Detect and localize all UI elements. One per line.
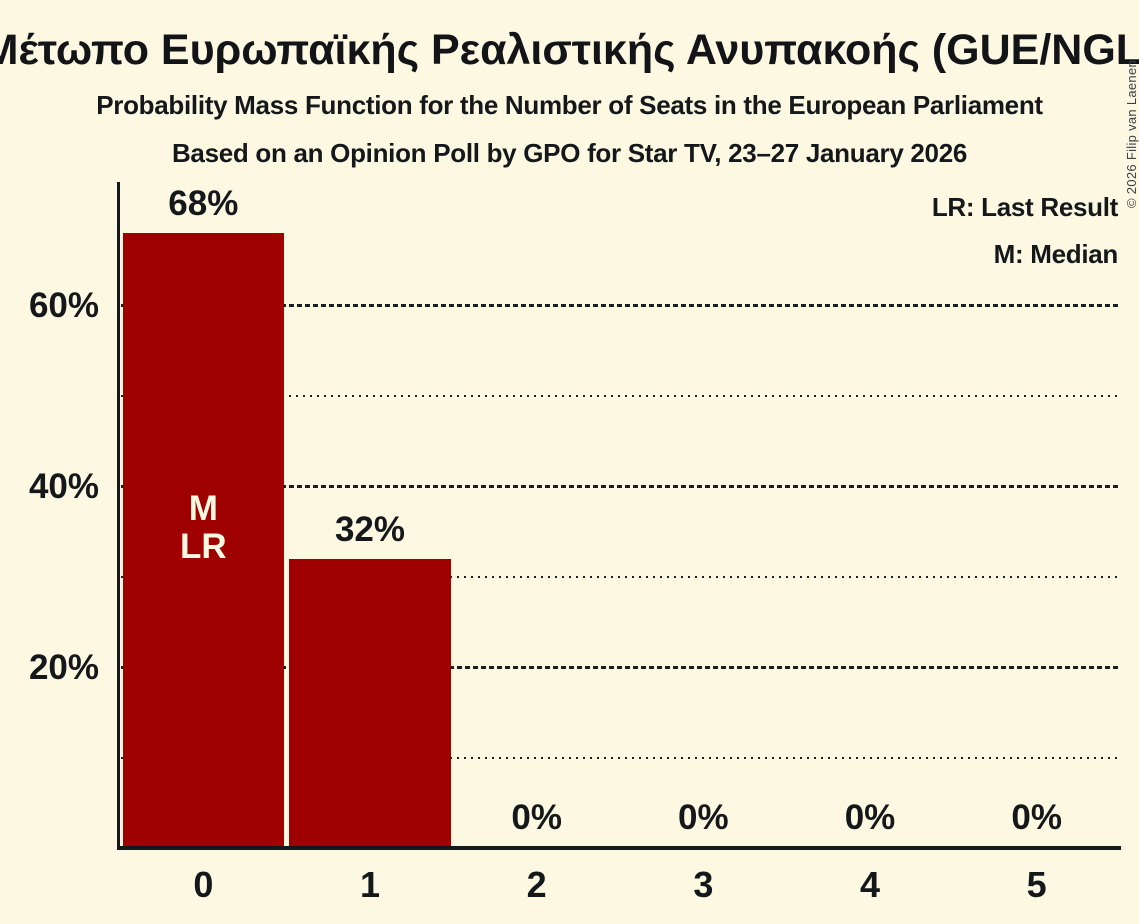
x-axis-line — [117, 846, 1121, 850]
minor-gridline — [121, 395, 1120, 397]
chart-subtitle-source: Based on an Opinion Poll by GPO for Star… — [171, 138, 968, 168]
bar-value-label: 0% — [678, 797, 729, 837]
major-gridline — [121, 485, 1120, 488]
x-axis-tick-label: 4 — [859, 864, 880, 905]
minor-gridline — [121, 576, 1120, 578]
bar-value-label: 32% — [334, 509, 406, 549]
bar — [122, 233, 285, 849]
bar-value-label: 0% — [511, 797, 562, 837]
x-axis-tick-label: 2 — [526, 864, 547, 905]
major-gridline — [121, 666, 1120, 669]
legend-median: M: Median — [993, 239, 1119, 269]
y-axis-tick-label: 40% — [28, 466, 99, 506]
bar-value-label: 0% — [844, 797, 896, 837]
y-axis-tick-label: 20% — [28, 647, 99, 687]
y-axis-tick-label: 60% — [28, 285, 99, 325]
major-gridline — [121, 304, 1120, 307]
x-axis-tick-label: 0 — [193, 864, 214, 905]
bar-value-label: 68% — [168, 184, 239, 224]
x-axis-tick-label: 5 — [1026, 864, 1047, 905]
median-last-result-marker: M LR — [180, 489, 227, 566]
x-axis-tick-label: 1 — [359, 864, 380, 905]
x-axis-tick-label: 3 — [693, 864, 714, 905]
chart-title: Μέτωπο Ευρωπαϊκής Ρεαλιστικής Ανυπακοής … — [0, 26, 1139, 74]
chart-legend: LR: Last Result M: Median — [932, 184, 1118, 278]
chart-subtitle: Probability Mass Function for the Number… — [96, 90, 1043, 120]
minor-gridline — [121, 757, 1120, 759]
legend-last-result: LR: Last Result — [931, 192, 1118, 222]
bar — [289, 558, 451, 849]
y-axis-line — [117, 182, 120, 850]
bar-value-label: 0% — [1011, 797, 1062, 837]
